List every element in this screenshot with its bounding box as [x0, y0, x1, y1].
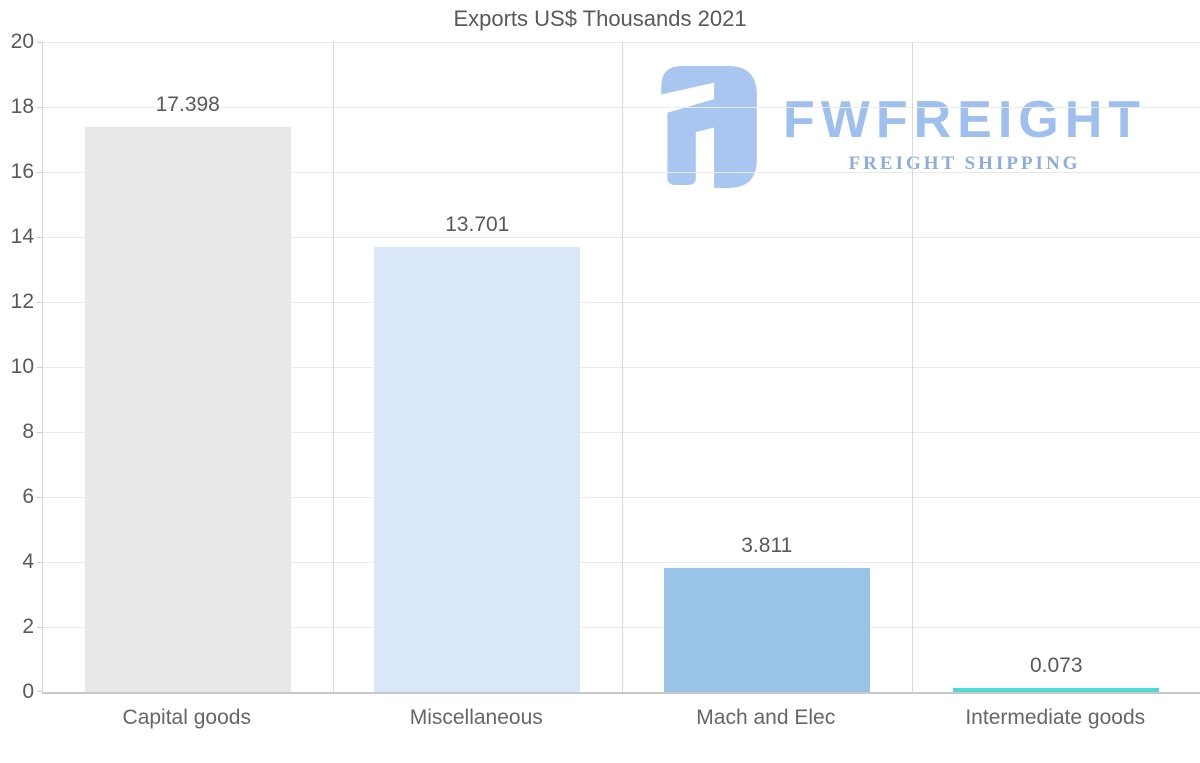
logo-text-block: FWFREIGHT FREIGHT SHIPPING — [783, 66, 1146, 175]
bar-miscellaneous — [374, 246, 581, 692]
horizontal-gridline — [43, 432, 1200, 433]
category-label: Intermediate goods — [965, 706, 1146, 729]
vertical-gridline — [622, 42, 623, 692]
y-axis-tick — [37, 562, 43, 563]
bar-value-label: 17.398 — [155, 92, 220, 116]
y-axis-tick — [37, 367, 43, 368]
category-label: Miscellaneous — [409, 706, 543, 729]
y-axis-tick — [37, 302, 43, 303]
y-axis: 0 2 4 6 8 10 12 14 16 18 20 — [0, 31, 34, 703]
y-axis-tick — [37, 432, 43, 433]
bar-capital-goods — [84, 126, 291, 692]
horizontal-gridline — [43, 172, 1200, 173]
bar-value-label: 0.073 — [1029, 654, 1083, 677]
horizontal-gridline — [43, 627, 1200, 628]
vertical-gridline — [332, 42, 334, 692]
y-tick-label: 12 — [10, 290, 34, 313]
horizontal-gridline — [43, 497, 1200, 498]
horizontal-gridline — [43, 367, 1200, 368]
y-tick-label: 16 — [10, 160, 34, 183]
horizontal-gridline — [43, 562, 1200, 563]
y-tick-label: 8 — [22, 420, 34, 443]
bar-value-label: 3.811 — [741, 534, 793, 558]
horizontal-gridline — [43, 237, 1200, 238]
y-tick-label: 18 — [10, 95, 34, 118]
horizontal-gridline — [43, 302, 1200, 303]
fwfreight-watermark: FWFREIGHT FREIGHT SHIPPING — [649, 66, 1146, 188]
plot-area: FWFREIGHT FREIGHT SHIPPING 17.398 13.701 3… — [37, 42, 1200, 694]
y-tick-label: 4 — [22, 550, 34, 573]
bar-value-label: 13.701 — [445, 212, 510, 236]
y-tick-label: 20 — [10, 30, 34, 53]
y-tick-label: 0 — [22, 680, 34, 703]
y-tick-label: 6 — [22, 485, 34, 508]
y-axis-tick — [37, 172, 43, 173]
y-tick-label: 10 — [10, 355, 34, 378]
x-axis-labels: Capital goods Miscellaneous Mach and Elec I… — [42, 706, 1200, 736]
y-axis-tick — [37, 627, 43, 628]
horizontal-gridline — [43, 107, 1200, 108]
category-label: Mach and Elec — [696, 706, 836, 729]
logo-tagline-text: FREIGHT SHIPPING — [848, 153, 1081, 174]
bar-mach-and-elec — [663, 568, 870, 692]
fwfreight-logo-icon — [661, 66, 757, 188]
y-tick-label: 14 — [10, 225, 34, 248]
y-tick-label: 2 — [22, 615, 34, 638]
chart-title: Exports US$ Thousands 2021 — [453, 6, 747, 31]
y-axis-tick — [37, 691, 43, 692]
y-axis-tick — [37, 497, 43, 498]
logo-brand-text: FWFREIGHT — [783, 91, 1147, 149]
y-axis-tick — [37, 42, 43, 43]
horizontal-gridline — [43, 42, 1200, 43]
vertical-gridline — [911, 42, 913, 692]
category-label: Capital goods — [122, 706, 251, 729]
y-axis-tick — [37, 107, 43, 108]
bar-intermediate-goods — [953, 688, 1160, 692]
y-axis-tick — [37, 237, 43, 238]
